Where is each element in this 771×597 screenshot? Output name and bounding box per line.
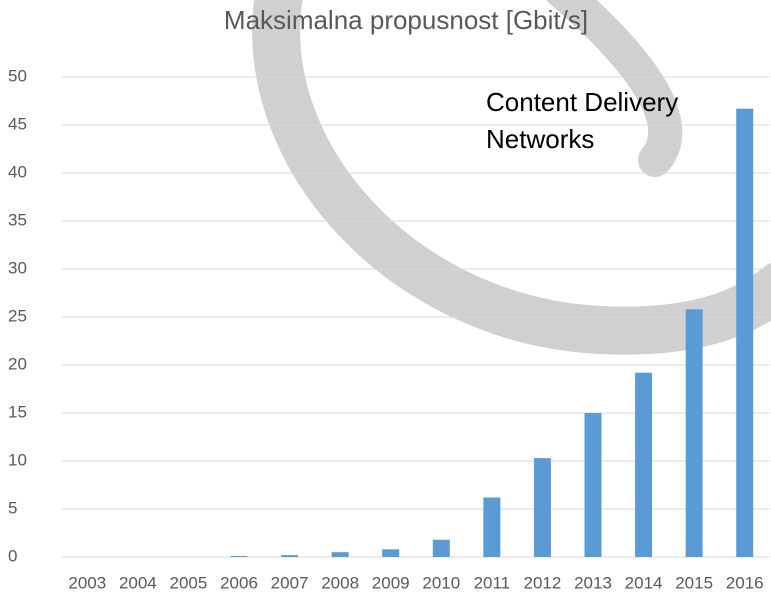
y-tick-label: 30 xyxy=(8,258,27,277)
bar xyxy=(231,556,248,557)
bar xyxy=(281,555,298,557)
y-tick-label: 20 xyxy=(8,354,27,373)
y-tick-label: 10 xyxy=(8,450,27,469)
bar xyxy=(483,497,500,557)
bar xyxy=(534,458,551,557)
y-tick-label: 5 xyxy=(8,498,17,517)
x-tick-label: 2010 xyxy=(422,573,460,592)
y-tick-label: 25 xyxy=(8,306,27,325)
x-tick-label: 2006 xyxy=(220,573,258,592)
bar xyxy=(382,549,399,557)
bar xyxy=(585,413,602,557)
bar xyxy=(433,540,450,557)
x-tick-label: 2004 xyxy=(119,573,157,592)
x-tick-label: 2008 xyxy=(321,573,359,592)
y-tick-label: 35 xyxy=(8,210,27,229)
watermark xyxy=(276,0,771,331)
x-tick-label: 2014 xyxy=(625,573,663,592)
bar xyxy=(635,373,652,557)
y-tick-label: 50 xyxy=(8,66,27,85)
x-tick-label: 2007 xyxy=(271,573,309,592)
x-tick-label: 2011 xyxy=(474,573,511,592)
chart: Maksimalna propusnost [Gbit/s] 0 5 10 15 20 2… xyxy=(0,0,771,597)
x-tick-label: 2015 xyxy=(675,573,713,592)
x-tick-label: 2016 xyxy=(726,573,764,592)
y-tick-label: 15 xyxy=(8,402,27,421)
annotation: Content Delivery xyxy=(486,87,678,117)
x-tick-label: 2003 xyxy=(68,573,106,592)
y-tick-label: 0 xyxy=(8,546,17,565)
y-tick-label: 40 xyxy=(8,162,27,181)
y-tick-label: 45 xyxy=(8,114,27,133)
bar xyxy=(686,309,703,557)
x-tick-label: 2005 xyxy=(170,573,208,592)
bar xyxy=(736,109,753,557)
chart-title: Maksimalna propusnost [Gbit/s] xyxy=(224,5,588,35)
annotation: Networks xyxy=(486,124,594,154)
x-tick-label: 2012 xyxy=(524,573,562,592)
x-tick-label: 2009 xyxy=(372,573,410,592)
x-tick-label: 2013 xyxy=(574,573,612,592)
bar xyxy=(332,552,349,557)
